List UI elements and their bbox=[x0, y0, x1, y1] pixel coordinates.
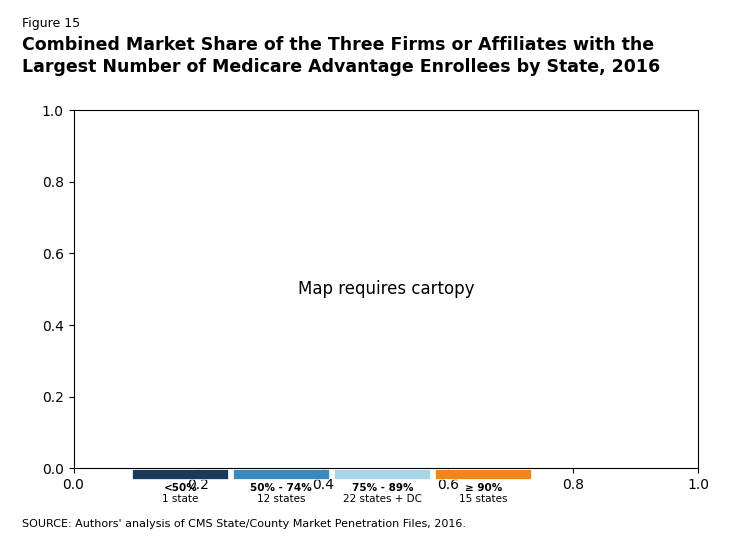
Text: 22 states + DC: 22 states + DC bbox=[343, 494, 422, 504]
Text: <50%: <50% bbox=[163, 483, 197, 493]
Text: 75% - 89%: 75% - 89% bbox=[351, 483, 413, 493]
FancyBboxPatch shape bbox=[132, 469, 229, 479]
Text: ≥ 90%: ≥ 90% bbox=[465, 483, 502, 493]
Text: Map requires cartopy: Map requires cartopy bbox=[298, 280, 474, 298]
Text: 50% - 74%: 50% - 74% bbox=[251, 483, 312, 493]
FancyBboxPatch shape bbox=[435, 469, 531, 479]
Text: 12 states: 12 states bbox=[257, 494, 306, 504]
Text: Figure 15: Figure 15 bbox=[22, 17, 80, 30]
Text: 1 state: 1 state bbox=[162, 494, 198, 504]
FancyBboxPatch shape bbox=[334, 469, 431, 479]
Text: SOURCE: Authors' analysis of CMS State/County Market Penetration Files, 2016.: SOURCE: Authors' analysis of CMS State/C… bbox=[22, 519, 466, 529]
Text: 15 states: 15 states bbox=[459, 494, 508, 504]
Text: Combined Market Share of the Three Firms or Affiliates with the
Largest Number o: Combined Market Share of the Three Firms… bbox=[22, 36, 660, 76]
FancyBboxPatch shape bbox=[233, 469, 329, 479]
